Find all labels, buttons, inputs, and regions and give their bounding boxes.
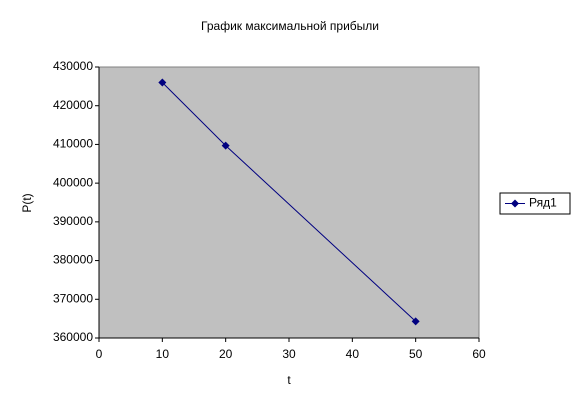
marker	[221, 141, 230, 150]
plot-area	[98, 66, 480, 339]
y-tick-label: 410000	[53, 137, 93, 151]
y-tick-label: 420000	[53, 98, 93, 112]
y-tick-label: 370000	[53, 291, 93, 305]
legend-label: Ряд1	[529, 196, 557, 210]
y-tick-label: 360000	[53, 330, 93, 344]
y-tick-label: 380000	[53, 253, 93, 267]
legend-marker	[511, 199, 519, 208]
x-tick-label: 30	[282, 347, 296, 361]
y-tick-label: 390000	[53, 214, 93, 228]
x-tick-label: 60	[472, 347, 486, 361]
x-tick-label: 10	[156, 347, 170, 361]
x-tick-label: 50	[409, 347, 423, 361]
y-tick-label: 430000	[53, 59, 93, 73]
legend-box	[499, 192, 571, 215]
x-tick-label: 20	[219, 347, 233, 361]
marker	[411, 317, 420, 326]
x-tick-label: 40	[346, 347, 360, 361]
x-tick-label: 0	[96, 347, 103, 361]
marker	[158, 78, 167, 87]
chart-title: График максимальной прибыли	[201, 19, 379, 33]
y-axis-label: P(t)	[20, 193, 34, 212]
y-tick-label: 400000	[53, 175, 93, 189]
x-axis-label: t	[287, 373, 291, 387]
